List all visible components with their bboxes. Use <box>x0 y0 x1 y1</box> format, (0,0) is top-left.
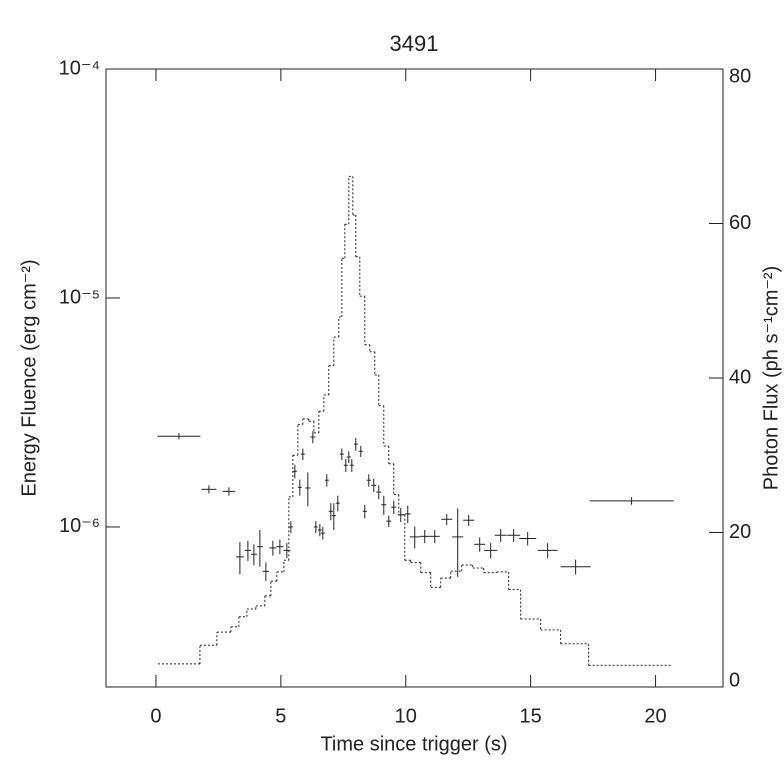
x-tick-label: 10 <box>395 705 417 727</box>
x-tick-label: 0 <box>150 705 161 727</box>
y-tick-label: 10⁻⁵ <box>59 286 100 308</box>
x-tick-label: 5 <box>275 705 286 727</box>
chart-title: 3491 <box>390 31 439 56</box>
y2-tick-label: 0 <box>729 669 740 691</box>
x-tick-label: 15 <box>520 705 542 727</box>
y2-tick-label: 40 <box>729 366 751 388</box>
y2-axis-label: Photon Flux (ph s⁻¹cm⁻²) <box>760 266 782 491</box>
plot-frame <box>105 68 724 688</box>
y2-tick-label: 60 <box>729 212 751 234</box>
y2-tick-label: 80 <box>729 65 751 87</box>
x-tick-label: 20 <box>644 705 666 727</box>
y-axis-label: Energy Fluence (erg cm⁻²) <box>18 259 40 496</box>
y2-tick-label: 20 <box>729 521 751 543</box>
x-axis-label: Time since trigger (s) <box>320 733 507 755</box>
y-tick-label: 10⁻⁶ <box>59 515 100 537</box>
y-tick-label: 10⁻⁴ <box>59 57 100 79</box>
